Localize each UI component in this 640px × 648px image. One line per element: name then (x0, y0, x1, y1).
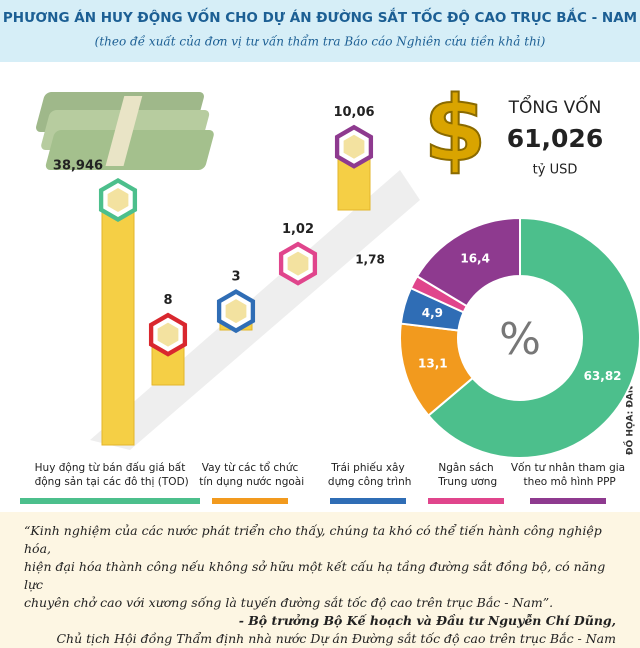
column-label: 1,02 (282, 222, 314, 237)
center-label: % (499, 314, 541, 365)
legend-label: Vay từ các tổ chức tín dụng nước ngoài (196, 461, 304, 488)
quote-line: “Kinh nghiệm của các nước phát triển cho… (24, 523, 602, 556)
infographic: PHƯƠNG ÁN HUY ĐỘNG VỐN CHO DỰ ÁN ĐƯỜNG S… (0, 0, 640, 504)
hex-core (225, 299, 247, 324)
legend-label: Trái phiếu xây dựng công trình (325, 462, 412, 488)
donut-segment (415, 216, 521, 308)
column-label: 10,06 (333, 105, 374, 120)
hex-core (107, 188, 129, 212)
dollar-icon: $ (424, 77, 487, 182)
quote-line: hiện đại hóa thành công nếu không sở hữu… (24, 559, 606, 592)
quote-role: Chủ tịch Hội đồng Thẩm định nhà nước Dự … (56, 631, 616, 646)
column-label: 3 (231, 270, 240, 285)
hex-core (287, 251, 309, 276)
hex-core (343, 134, 365, 159)
segment-label: 1,78 (355, 253, 385, 267)
quote-author: - Bộ trưởng Bộ Kế hoạch và Đầu tư Nguyễn… (238, 613, 616, 628)
total-label: TỔNG VỐN (508, 94, 602, 118)
column (101, 199, 135, 446)
title: PHƯƠNG ÁN HUY ĐỘNG VỐN CHO DỰ ÁN ĐƯỜNG S… (3, 6, 637, 26)
legend-label: Vốn tư nhân tham gia theo mô hình PPP (511, 462, 625, 488)
legend-swatch (428, 498, 504, 504)
legend-swatch (20, 498, 200, 504)
donut-segment (426, 216, 640, 459)
legend-label: Ngân sách Trung ương (435, 462, 497, 488)
total-unit: tỷ USD (533, 163, 578, 178)
column-label: 8 (163, 293, 172, 308)
header-band (0, 0, 640, 62)
legend-swatch (212, 498, 288, 504)
quote-box: “Kinh nghiệm của các nước phát triển cho… (0, 512, 640, 648)
legend-swatch (330, 498, 406, 504)
quote-line: chuyên chở cao với xương sống là tuyến đ… (24, 595, 554, 610)
subtitle: (theo đề xuất của đơn vị tư vấn thẩm tra… (95, 34, 546, 49)
legend-swatch (530, 498, 606, 504)
legend-label: Huy động từ bán đấu giá bất động sản tại… (31, 462, 189, 488)
total-value: 61,026 (507, 124, 603, 153)
segment-label: 63,82 (584, 369, 622, 383)
segment-label: 16,4 (460, 251, 490, 265)
segment-label: 4,9 (422, 306, 443, 320)
hex-core (157, 322, 179, 347)
segment-label: 13,1 (418, 357, 448, 371)
column-label: 38,946 (53, 159, 103, 174)
money-stack (36, 92, 214, 170)
